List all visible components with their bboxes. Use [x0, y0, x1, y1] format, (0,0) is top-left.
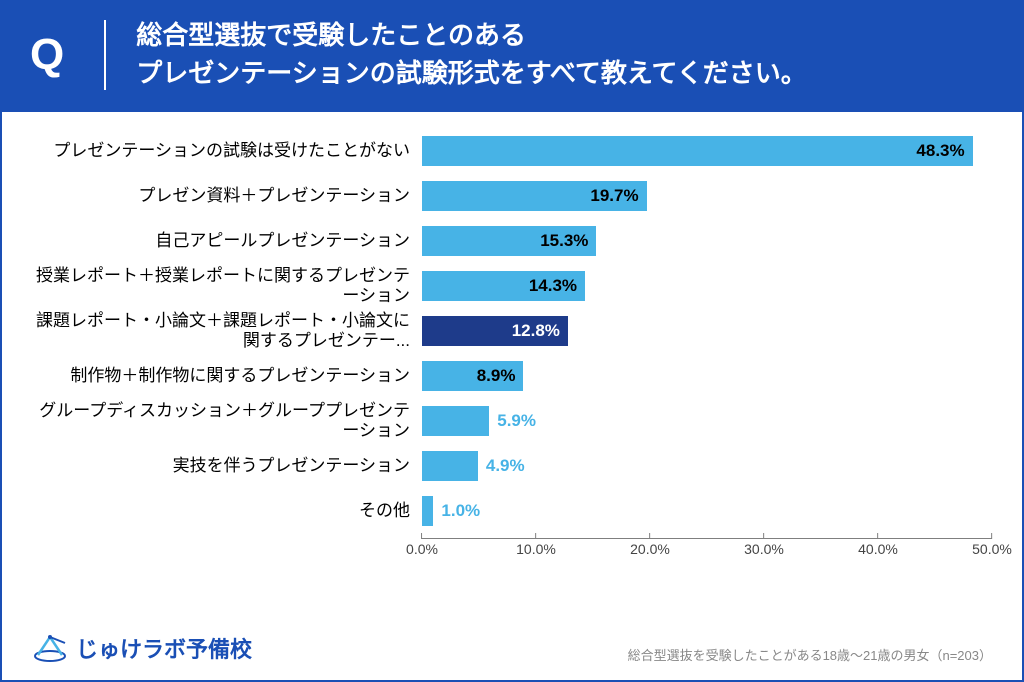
chart-row: 授業レポート＋授業レポートに関するプレゼンテーション 14.3%	[32, 265, 992, 307]
chart-row: 課題レポート・小論文＋課題レポート・小論文に関するプレゼンテー... 12.8%	[32, 310, 992, 352]
bar-area: 8.9%	[422, 361, 992, 391]
row-label: プレゼン資料＋プレゼンテーション	[32, 186, 422, 206]
bar-value: 1.0%	[441, 501, 480, 521]
question-line1: 総合型選抜で受験したことのある	[136, 20, 526, 50]
row-label: プレゼンテーションの試験は受けたことがない	[32, 141, 422, 161]
bar: 19.7%	[422, 181, 647, 211]
bar-value: 5.9%	[497, 411, 536, 431]
row-label: 課題レポート・小論文＋課題レポート・小論文に関するプレゼンテー...	[32, 311, 422, 350]
axis-tick: 20.0%	[630, 533, 670, 557]
question-text: 総合型選抜で受験したことのある プレゼンテーションの試験形式をすべて教えてくださ…	[136, 17, 807, 92]
bar-area: 15.3%	[422, 226, 992, 256]
bar-value: 14.3%	[529, 276, 577, 296]
bar: 4.9%	[422, 451, 478, 481]
bar: 12.8%	[422, 316, 568, 346]
bar-area: 48.3%	[422, 136, 992, 166]
bar-value: 12.8%	[512, 321, 560, 341]
axis-tick: 40.0%	[858, 533, 898, 557]
chart-row: 実技を伴うプレゼンテーション4.9%	[32, 445, 992, 487]
bar: 1.0%	[422, 496, 433, 526]
chart-row: グループディスカッション＋グループプレゼンテーション5.9%	[32, 400, 992, 442]
logo-icon	[32, 633, 68, 663]
row-label: 授業レポート＋授業レポートに関するプレゼンテーション	[32, 266, 422, 305]
question-line2: プレゼンテーションの試験形式をすべて教えてください。	[136, 58, 807, 88]
row-label: グループディスカッション＋グループプレゼンテーション	[32, 401, 422, 440]
chart-container: プレゼンテーションの試験は受けたことがない 48.3% プレゼン資料＋プレゼンテーシ…	[0, 110, 1024, 682]
row-label: 制作物＋制作物に関するプレゼンテーション	[32, 366, 422, 386]
chart-row: プレゼンテーションの試験は受けたことがない 48.3%	[32, 130, 992, 172]
question-header: Q 総合型選抜で受験したことのある プレゼンテーションの試験形式をすべて教えてく…	[0, 0, 1024, 110]
bar-area: 1.0%	[422, 496, 992, 526]
bar-value: 15.3%	[540, 231, 588, 251]
bar-value: 19.7%	[590, 186, 638, 206]
bar-chart: プレゼンテーションの試験は受けたことがない 48.3% プレゼン資料＋プレゼンテーシ…	[32, 130, 992, 532]
logo: じゅけラボ予備校	[32, 632, 252, 664]
bar-area: 4.9%	[422, 451, 992, 481]
row-label: その他	[32, 501, 422, 521]
q-mark: Q	[30, 30, 104, 80]
chart-row: 自己アピールプレゼンテーション 15.3%	[32, 220, 992, 262]
bar-value: 4.9%	[486, 456, 525, 476]
bar: 14.3%	[422, 271, 585, 301]
axis-tick: 30.0%	[744, 533, 784, 557]
x-axis: 0.0%10.0%20.0%30.0%40.0%50.0%	[422, 538, 992, 568]
axis-tick: 10.0%	[516, 533, 556, 557]
bar-area: 12.8%	[422, 316, 992, 346]
row-label: 自己アピールプレゼンテーション	[32, 231, 422, 251]
logo-text: じゅけラボ予備校	[76, 632, 252, 664]
bar-area: 5.9%	[422, 406, 992, 436]
chart-row: 制作物＋制作物に関するプレゼンテーション 8.9%	[32, 355, 992, 397]
sample-note: 総合型選抜を受験したことがある18歳〜21歳の男女（n=203）	[628, 645, 992, 664]
bar-value: 8.9%	[477, 366, 516, 386]
bar: 48.3%	[422, 136, 973, 166]
chart-row: プレゼン資料＋プレゼンテーション 19.7%	[32, 175, 992, 217]
footer: じゅけラボ予備校 総合型選抜を受験したことがある18歳〜21歳の男女（n=203…	[32, 632, 992, 664]
bar: 8.9%	[422, 361, 523, 391]
bar-area: 14.3%	[422, 271, 992, 301]
header-divider	[104, 20, 106, 90]
axis-tick: 0.0%	[406, 533, 438, 557]
row-label: 実技を伴うプレゼンテーション	[32, 456, 422, 476]
bar-area: 19.7%	[422, 181, 992, 211]
chart-row: その他1.0%	[32, 490, 992, 532]
axis-tick: 50.0%	[972, 533, 1012, 557]
bar: 15.3%	[422, 226, 596, 256]
bar-value: 48.3%	[916, 141, 964, 161]
bar: 5.9%	[422, 406, 489, 436]
